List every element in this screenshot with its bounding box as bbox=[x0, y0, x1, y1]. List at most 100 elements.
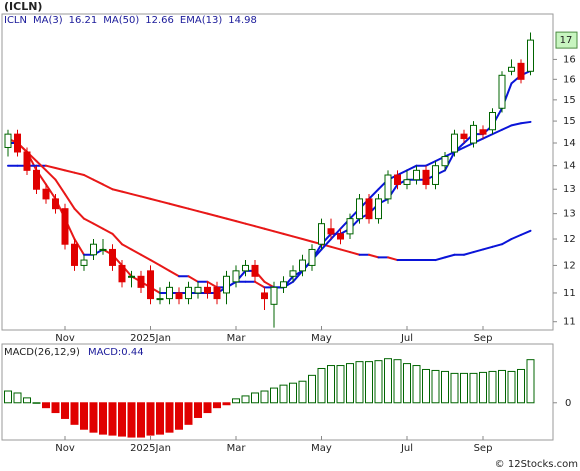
macd-legend: MACD(26,12,9) MACD:0.44 bbox=[4, 347, 144, 358]
candle-body bbox=[156, 298, 164, 301]
watermark: © 12Stocks.com bbox=[495, 459, 578, 470]
x-tick-label: Jul bbox=[400, 333, 413, 344]
ma-segment bbox=[149, 259, 161, 267]
ma-segment bbox=[187, 207, 199, 213]
macd-bar bbox=[526, 359, 535, 404]
macd-bar bbox=[317, 367, 326, 404]
macd-bar bbox=[517, 368, 525, 404]
candle-body bbox=[413, 169, 420, 181]
ma-segment bbox=[273, 230, 285, 235]
legend-entry: 12.66 bbox=[145, 15, 174, 26]
candle-body bbox=[23, 151, 31, 171]
macd-bar bbox=[346, 363, 354, 404]
ma-segment bbox=[501, 124, 513, 131]
candle-body bbox=[337, 233, 344, 240]
macd-bar bbox=[251, 392, 259, 404]
macd-name: MACD(26,12,9) bbox=[4, 347, 80, 358]
candle-body bbox=[489, 112, 496, 131]
candle-body bbox=[289, 270, 297, 277]
candle-body bbox=[299, 259, 306, 272]
legend-entry: MA(50) bbox=[103, 15, 139, 26]
candle-body bbox=[394, 174, 401, 185]
x-tick-label: Nov bbox=[55, 443, 75, 454]
candle-body bbox=[375, 198, 382, 220]
candle-body bbox=[61, 208, 69, 245]
macd-bar bbox=[270, 387, 278, 404]
macd-bar bbox=[51, 402, 60, 414]
candle-body bbox=[422, 169, 430, 185]
ma-segment bbox=[510, 233, 522, 241]
macd-bar bbox=[289, 382, 297, 404]
candle-body bbox=[508, 66, 515, 72]
legend-entry: ICLN bbox=[4, 15, 27, 26]
ma-segment bbox=[168, 202, 180, 208]
ma-segment bbox=[463, 142, 475, 149]
ma-segment bbox=[330, 245, 342, 251]
candle-body bbox=[232, 270, 240, 283]
ma-segment bbox=[102, 227, 114, 235]
ma-segment bbox=[301, 238, 313, 243]
ma-segment bbox=[444, 150, 456, 172]
candle-body bbox=[71, 243, 78, 266]
candle-body bbox=[318, 223, 325, 245]
y-tick-label: 13 bbox=[563, 184, 576, 195]
candle-body bbox=[356, 198, 363, 220]
x-tick-label: Mar bbox=[227, 443, 247, 454]
ma-segment bbox=[54, 178, 66, 196]
legend-entry: EMA(13) bbox=[180, 15, 222, 26]
candle-body bbox=[261, 292, 268, 300]
x-tick-label: 2025Jan bbox=[130, 333, 171, 344]
candle-body bbox=[403, 179, 411, 185]
macd-bar bbox=[336, 365, 345, 404]
macd-bar bbox=[507, 370, 516, 404]
x-tick-label: Mar bbox=[227, 333, 247, 344]
candle-body bbox=[42, 188, 50, 200]
legend: ICLN MA(3) 16.21 MA(50) 12.66 EMA(13) 14.98 bbox=[4, 15, 257, 26]
ma-segment bbox=[368, 253, 380, 259]
y-tick-label: 12 bbox=[563, 260, 576, 271]
candle-body bbox=[128, 275, 135, 278]
macd-bar bbox=[4, 390, 12, 404]
ma-segment bbox=[444, 150, 456, 158]
ma-segment bbox=[111, 232, 123, 246]
ma-segment bbox=[159, 200, 171, 205]
legend-entry: 14.98 bbox=[228, 15, 257, 26]
macd-bar bbox=[365, 361, 373, 404]
candle-body bbox=[280, 281, 287, 288]
macd-bar bbox=[23, 397, 31, 404]
ma-segment bbox=[216, 215, 228, 220]
macd-bar bbox=[374, 360, 383, 404]
candle-body bbox=[308, 248, 316, 266]
macd-bar bbox=[70, 402, 79, 425]
macd-bar bbox=[298, 380, 307, 404]
macd-bar bbox=[194, 402, 202, 418]
candle-body bbox=[213, 286, 221, 300]
macd-bar bbox=[498, 369, 506, 404]
macd-bar bbox=[89, 402, 98, 433]
ma-segment bbox=[491, 128, 503, 136]
ma-segment bbox=[73, 238, 85, 256]
ma-segment bbox=[254, 280, 266, 289]
ma-segment bbox=[206, 212, 218, 218]
macd-bar bbox=[431, 369, 440, 404]
macd-bar bbox=[441, 370, 449, 404]
ma-segment bbox=[339, 248, 351, 254]
ma-segment bbox=[197, 210, 209, 215]
ma-segment bbox=[330, 227, 342, 241]
candle-body bbox=[451, 133, 458, 153]
ma-segment bbox=[83, 174, 95, 181]
macd-bar bbox=[327, 365, 335, 404]
chart-title: (ICLN) bbox=[4, 0, 42, 13]
candle-body bbox=[527, 39, 534, 72]
ma-segment bbox=[254, 225, 266, 230]
macd-bar bbox=[232, 398, 240, 404]
macd-bar bbox=[422, 368, 430, 404]
candle-body bbox=[52, 198, 59, 210]
macd-bar bbox=[479, 371, 487, 404]
ma-segment bbox=[92, 222, 104, 230]
candle-body bbox=[327, 228, 335, 235]
candle-body bbox=[109, 248, 116, 266]
x-tick-label: Sep bbox=[474, 333, 493, 344]
macd-bar bbox=[137, 402, 145, 438]
